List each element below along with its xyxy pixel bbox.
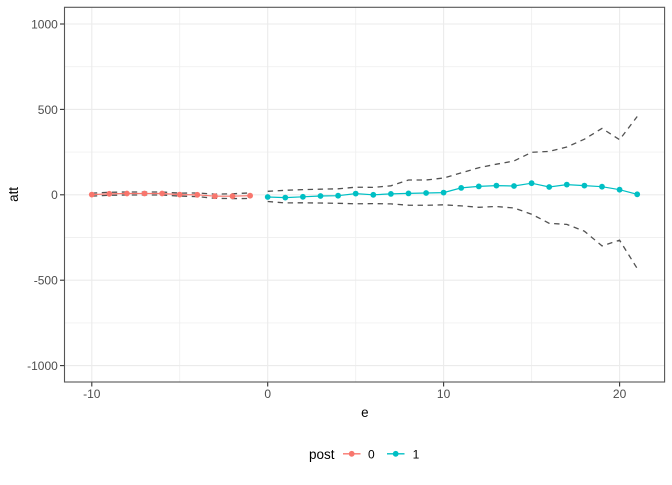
svg-text:0: 0 [368, 448, 375, 462]
svg-text:-500: -500 [34, 274, 58, 288]
svg-text:-10: -10 [83, 387, 101, 401]
svg-text:500: 500 [38, 103, 58, 117]
svg-text:1000: 1000 [31, 17, 58, 31]
svg-text:0: 0 [264, 387, 271, 401]
svg-text:10: 10 [437, 387, 451, 401]
svg-text:0: 0 [51, 188, 58, 202]
svg-text:e: e [361, 405, 368, 420]
svg-text:att: att [6, 187, 21, 202]
svg-text:-1000: -1000 [27, 359, 58, 373]
svg-text:post: post [309, 447, 335, 462]
svg-text:1: 1 [413, 448, 420, 462]
svg-text:20: 20 [613, 387, 627, 401]
